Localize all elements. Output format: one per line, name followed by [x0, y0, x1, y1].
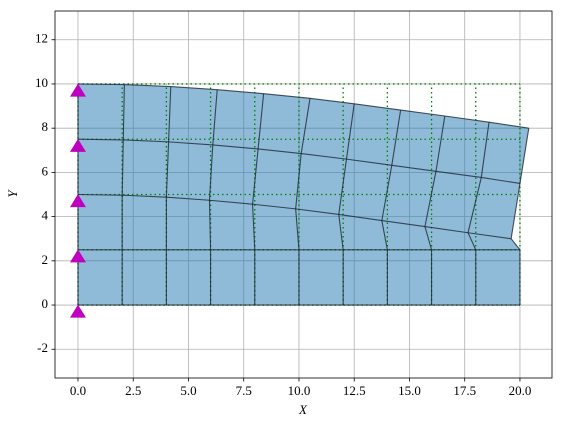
- x-tick-label: 2.5: [125, 383, 141, 398]
- x-tick-label: 17.5: [453, 383, 476, 398]
- mesh-cell: [468, 232, 520, 250]
- x-tick-label: 7.5: [236, 383, 252, 398]
- mesh-cell: [122, 195, 167, 250]
- mesh-cell: [381, 165, 436, 227]
- mesh-cell: [301, 98, 355, 160]
- mesh-edge: [208, 89, 218, 306]
- x-tick-label: 5.0: [180, 383, 196, 398]
- support-marker: [69, 249, 86, 263]
- mesh-cell: [343, 249, 388, 306]
- support-marker: [69, 194, 86, 208]
- mesh-edge: [121, 84, 125, 306]
- mesh-edge: [295, 98, 311, 306]
- mesh-cell: [298, 249, 344, 306]
- mesh-cell: [481, 122, 529, 184]
- support-marker: [69, 83, 86, 97]
- mesh-cell: [431, 249, 476, 306]
- mesh-cell: [338, 214, 388, 250]
- mesh-cell: [254, 249, 299, 306]
- mesh-cell: [122, 139, 169, 198]
- x-axis-label: X: [298, 402, 308, 417]
- mesh-cell: [391, 110, 445, 172]
- mesh-cell: [209, 200, 255, 250]
- mesh-cell: [381, 220, 432, 250]
- y-axis-label: Y: [5, 189, 20, 198]
- mesh-cell: [77, 194, 123, 250]
- x-tick-label: 0.0: [70, 383, 86, 398]
- mesh-cell: [122, 249, 167, 306]
- mesh-cell: [468, 177, 520, 239]
- mesh-edge: [338, 103, 355, 306]
- support-marker: [69, 304, 86, 318]
- mesh-cell: [77, 83, 125, 140]
- mesh-cell: [252, 204, 299, 250]
- mesh-cell: [123, 84, 171, 142]
- mesh-edge: [381, 109, 402, 306]
- mesh-edge: [467, 122, 490, 306]
- y-tick-label: 10: [35, 75, 48, 90]
- mesh-edge: [424, 115, 446, 306]
- mesh-cell: [346, 103, 401, 166]
- mesh-cell: [209, 144, 259, 205]
- mesh-cell: [166, 197, 211, 250]
- mesh-cell: [252, 148, 302, 209]
- plot-frame: [54, 10, 553, 379]
- mesh-edge: [252, 93, 265, 306]
- x-tick-label: 10.0: [288, 383, 311, 398]
- support-marker: [69, 138, 86, 152]
- mesh-cell: [424, 171, 482, 233]
- mesh-cell: [212, 89, 264, 149]
- mesh-edge: [510, 128, 530, 306]
- mesh-cell: [295, 208, 344, 250]
- mesh-cell: [435, 116, 490, 178]
- y-tick-label: -2: [37, 340, 48, 355]
- mesh-cell: [77, 139, 124, 196]
- mesh-cell: [210, 249, 255, 306]
- mesh-cell: [258, 93, 311, 154]
- x-tick-label: 12.5: [343, 383, 366, 398]
- mesh-cell: [338, 159, 392, 221]
- mesh-cell: [475, 249, 520, 306]
- y-tick-label: 6: [42, 163, 49, 178]
- y-tick-label: 2: [42, 252, 49, 267]
- y-tick-label: 12: [35, 31, 48, 46]
- mesh-cell: [295, 153, 347, 215]
- y-tick-label: 4: [42, 208, 49, 223]
- mesh-cell: [168, 86, 218, 145]
- mesh-cell: [387, 249, 432, 306]
- mesh-edge: [165, 86, 172, 306]
- mesh-cell: [166, 249, 211, 306]
- y-tick-label: 8: [42, 119, 49, 134]
- y-tick-label: 0: [42, 296, 49, 311]
- mesh-cell: [77, 249, 123, 306]
- x-tick-label: 15.0: [398, 383, 421, 398]
- mesh-cell: [166, 141, 213, 201]
- x-tick-label: 20.0: [509, 383, 532, 398]
